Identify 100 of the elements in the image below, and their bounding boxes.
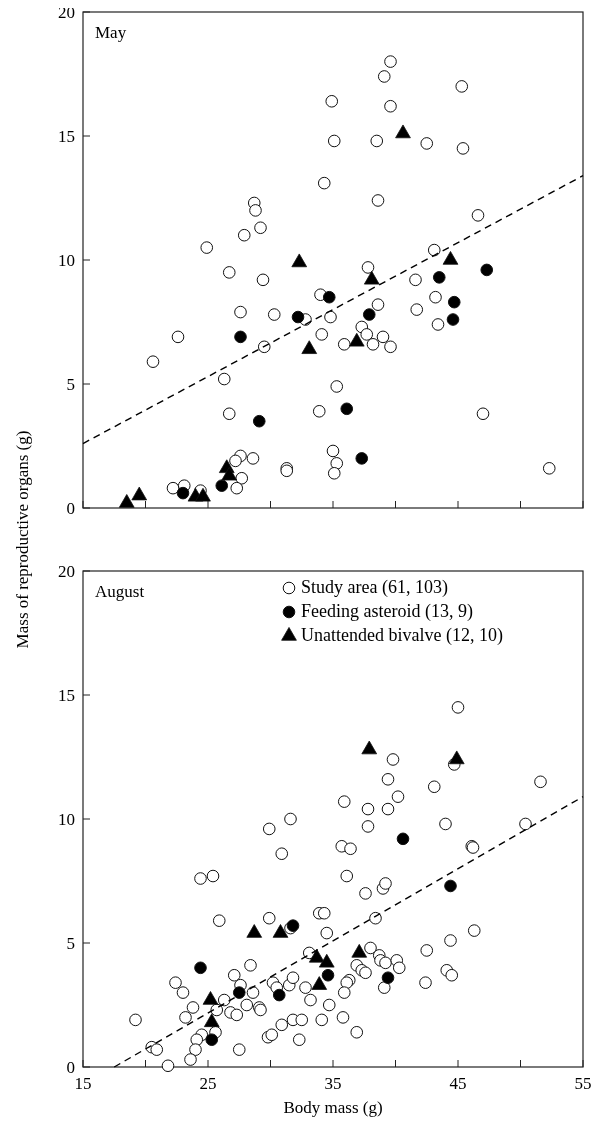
point bbox=[200, 241, 214, 254]
point bbox=[166, 481, 180, 495]
annotation: May bbox=[95, 23, 127, 42]
point bbox=[246, 452, 260, 465]
point bbox=[234, 305, 247, 319]
point bbox=[205, 1033, 219, 1047]
point bbox=[252, 414, 266, 428]
point bbox=[370, 134, 384, 148]
point bbox=[267, 308, 281, 321]
point bbox=[371, 298, 385, 311]
point bbox=[321, 968, 335, 982]
point bbox=[427, 243, 441, 257]
point bbox=[337, 338, 351, 351]
point bbox=[384, 55, 397, 68]
point bbox=[118, 494, 135, 508]
point bbox=[360, 328, 374, 341]
point bbox=[315, 328, 329, 341]
point bbox=[446, 313, 460, 326]
y-tick-label: 15 bbox=[58, 126, 75, 146]
point bbox=[308, 948, 325, 963]
point bbox=[194, 961, 207, 975]
point bbox=[325, 94, 339, 108]
point bbox=[471, 209, 485, 222]
point bbox=[384, 340, 397, 354]
point bbox=[444, 879, 457, 893]
point bbox=[361, 740, 378, 755]
point bbox=[448, 750, 465, 765]
point bbox=[376, 330, 390, 344]
point bbox=[395, 124, 411, 139]
point bbox=[324, 310, 337, 324]
point bbox=[254, 221, 267, 235]
point bbox=[312, 404, 326, 418]
point bbox=[410, 303, 424, 316]
y-tick-label: 15 bbox=[58, 685, 75, 705]
y-tick-label: 20 bbox=[58, 561, 75, 581]
point bbox=[234, 330, 247, 344]
point bbox=[409, 273, 422, 287]
point bbox=[222, 407, 236, 421]
point bbox=[176, 486, 190, 500]
point bbox=[232, 986, 246, 999]
point bbox=[420, 137, 434, 150]
point bbox=[371, 194, 385, 207]
point bbox=[384, 99, 397, 113]
point bbox=[203, 1013, 220, 1028]
point bbox=[361, 261, 375, 274]
point bbox=[326, 444, 340, 458]
point bbox=[431, 318, 445, 331]
point bbox=[257, 340, 271, 354]
x-tick-label: 55 bbox=[574, 1074, 592, 1093]
point bbox=[340, 402, 354, 416]
point bbox=[355, 452, 369, 465]
point bbox=[311, 976, 328, 990]
y-tick-label: 10 bbox=[58, 809, 75, 829]
point bbox=[322, 290, 336, 304]
point bbox=[256, 273, 270, 287]
point bbox=[318, 953, 335, 968]
point bbox=[447, 295, 461, 309]
point bbox=[362, 308, 376, 321]
x-tick-label: 45 bbox=[449, 1074, 467, 1093]
point bbox=[442, 251, 459, 265]
point bbox=[291, 310, 305, 324]
point bbox=[330, 457, 344, 470]
x-tick-label: 25 bbox=[199, 1074, 217, 1093]
point bbox=[432, 271, 446, 284]
y-tick-label: 10 bbox=[58, 250, 75, 270]
point bbox=[171, 330, 185, 344]
point bbox=[366, 338, 380, 351]
x-axis-title: Body mass (g) bbox=[283, 1098, 383, 1117]
point bbox=[429, 290, 442, 304]
point bbox=[351, 943, 368, 958]
point bbox=[476, 407, 490, 421]
y-tick-label: 5 bbox=[66, 933, 75, 953]
legend-label: Unattended bivalve (12, 10) bbox=[301, 625, 503, 646]
point bbox=[456, 142, 470, 155]
point bbox=[291, 253, 308, 268]
point bbox=[480, 263, 494, 277]
point bbox=[202, 991, 219, 1005]
point bbox=[317, 176, 331, 190]
point bbox=[146, 355, 160, 368]
point bbox=[215, 479, 229, 492]
legend-label: Study area (61, 103) bbox=[301, 577, 448, 598]
point bbox=[217, 372, 231, 386]
point bbox=[222, 266, 236, 279]
y-tick-label: 5 bbox=[66, 374, 75, 394]
annotation: August bbox=[95, 582, 145, 601]
point bbox=[377, 70, 391, 83]
point bbox=[230, 481, 244, 495]
point bbox=[396, 832, 410, 846]
legend-label: Feeding asteroid (13, 9) bbox=[301, 601, 473, 622]
point bbox=[246, 924, 263, 938]
y-tick-label: 0 bbox=[66, 1057, 75, 1077]
point bbox=[455, 80, 469, 93]
y-tick-label: 0 bbox=[66, 498, 75, 518]
point bbox=[327, 466, 341, 480]
point bbox=[381, 971, 395, 985]
point bbox=[542, 462, 556, 475]
point bbox=[229, 454, 242, 468]
y-axis-title: Mass of reproductive organs (g) bbox=[13, 430, 32, 649]
point bbox=[249, 204, 262, 217]
point bbox=[327, 134, 341, 148]
